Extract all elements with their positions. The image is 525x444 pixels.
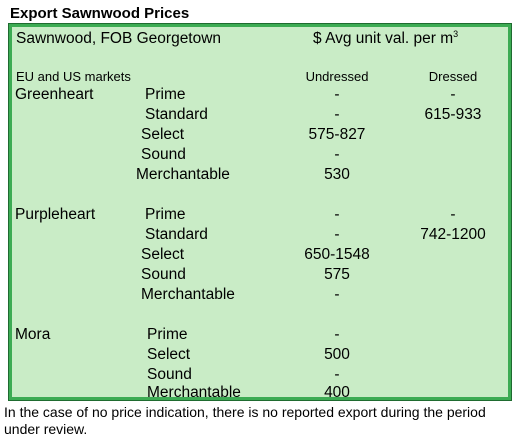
unit-value-header-text: $ Avg unit val. per m [313, 30, 454, 47]
dressed-value: - [450, 206, 456, 223]
grade-label: Merchantable [141, 286, 235, 303]
grade-label: Standard [145, 226, 208, 243]
undressed-header: Undressed [305, 69, 369, 84]
unit-value-header: $ Avg unit val. per m3 [313, 30, 458, 48]
undressed-value: - [334, 86, 340, 103]
grade-label: Standard [145, 106, 208, 123]
markets-label: EU and US markets [16, 69, 131, 84]
undressed-value: 530 [324, 166, 350, 183]
undressed-value: 500 [324, 346, 350, 363]
dressed-value: 615-933 [424, 106, 482, 123]
undressed-value: 575-827 [308, 126, 366, 143]
undressed-value: 575 [324, 266, 350, 283]
price-table: Sawnwood, FOB Georgetown $ Avg unit val.… [12, 27, 508, 401]
grade-label: Sound [141, 146, 186, 163]
grade-label: Sound [147, 366, 192, 383]
grade-label: Merchantable [136, 166, 230, 183]
dressed-value: - [450, 86, 456, 103]
fob-header: Sawnwood, FOB Georgetown [16, 30, 222, 47]
footnote: In the case of no price indication, ther… [4, 404, 486, 437]
dressed-header: Dressed [428, 69, 478, 84]
dressed-value: 742-1200 [420, 226, 486, 243]
undressed-value: - [334, 206, 340, 223]
grade-label: Prime [147, 326, 188, 343]
undressed-value: - [334, 366, 340, 383]
grade-label: Sound [141, 266, 186, 283]
species-name: Greenheart [15, 86, 94, 103]
undressed-value: - [334, 226, 340, 243]
price-table-panel: Sawnwood, FOB Georgetown $ Avg unit val.… [8, 23, 512, 401]
undressed-value: 650-1548 [304, 246, 370, 263]
grade-label: Select [147, 346, 191, 363]
species-name: Mora [15, 326, 51, 343]
unit-value-header-sup: 3 [453, 29, 459, 39]
grade-label: Select [141, 246, 185, 263]
undressed-value: - [334, 326, 340, 343]
undressed-value: 400 [324, 384, 350, 401]
page-title: Export Sawnwood Prices [10, 5, 190, 22]
grade-label: Prime [145, 206, 186, 223]
undressed-value: - [334, 106, 340, 123]
undressed-value: - [334, 146, 340, 163]
grade-label: Prime [145, 86, 186, 103]
grade-label: Merchantable [147, 384, 241, 401]
species-name: Purpleheart [15, 206, 96, 223]
grade-label: Select [141, 126, 185, 143]
undressed-value: - [334, 286, 340, 303]
